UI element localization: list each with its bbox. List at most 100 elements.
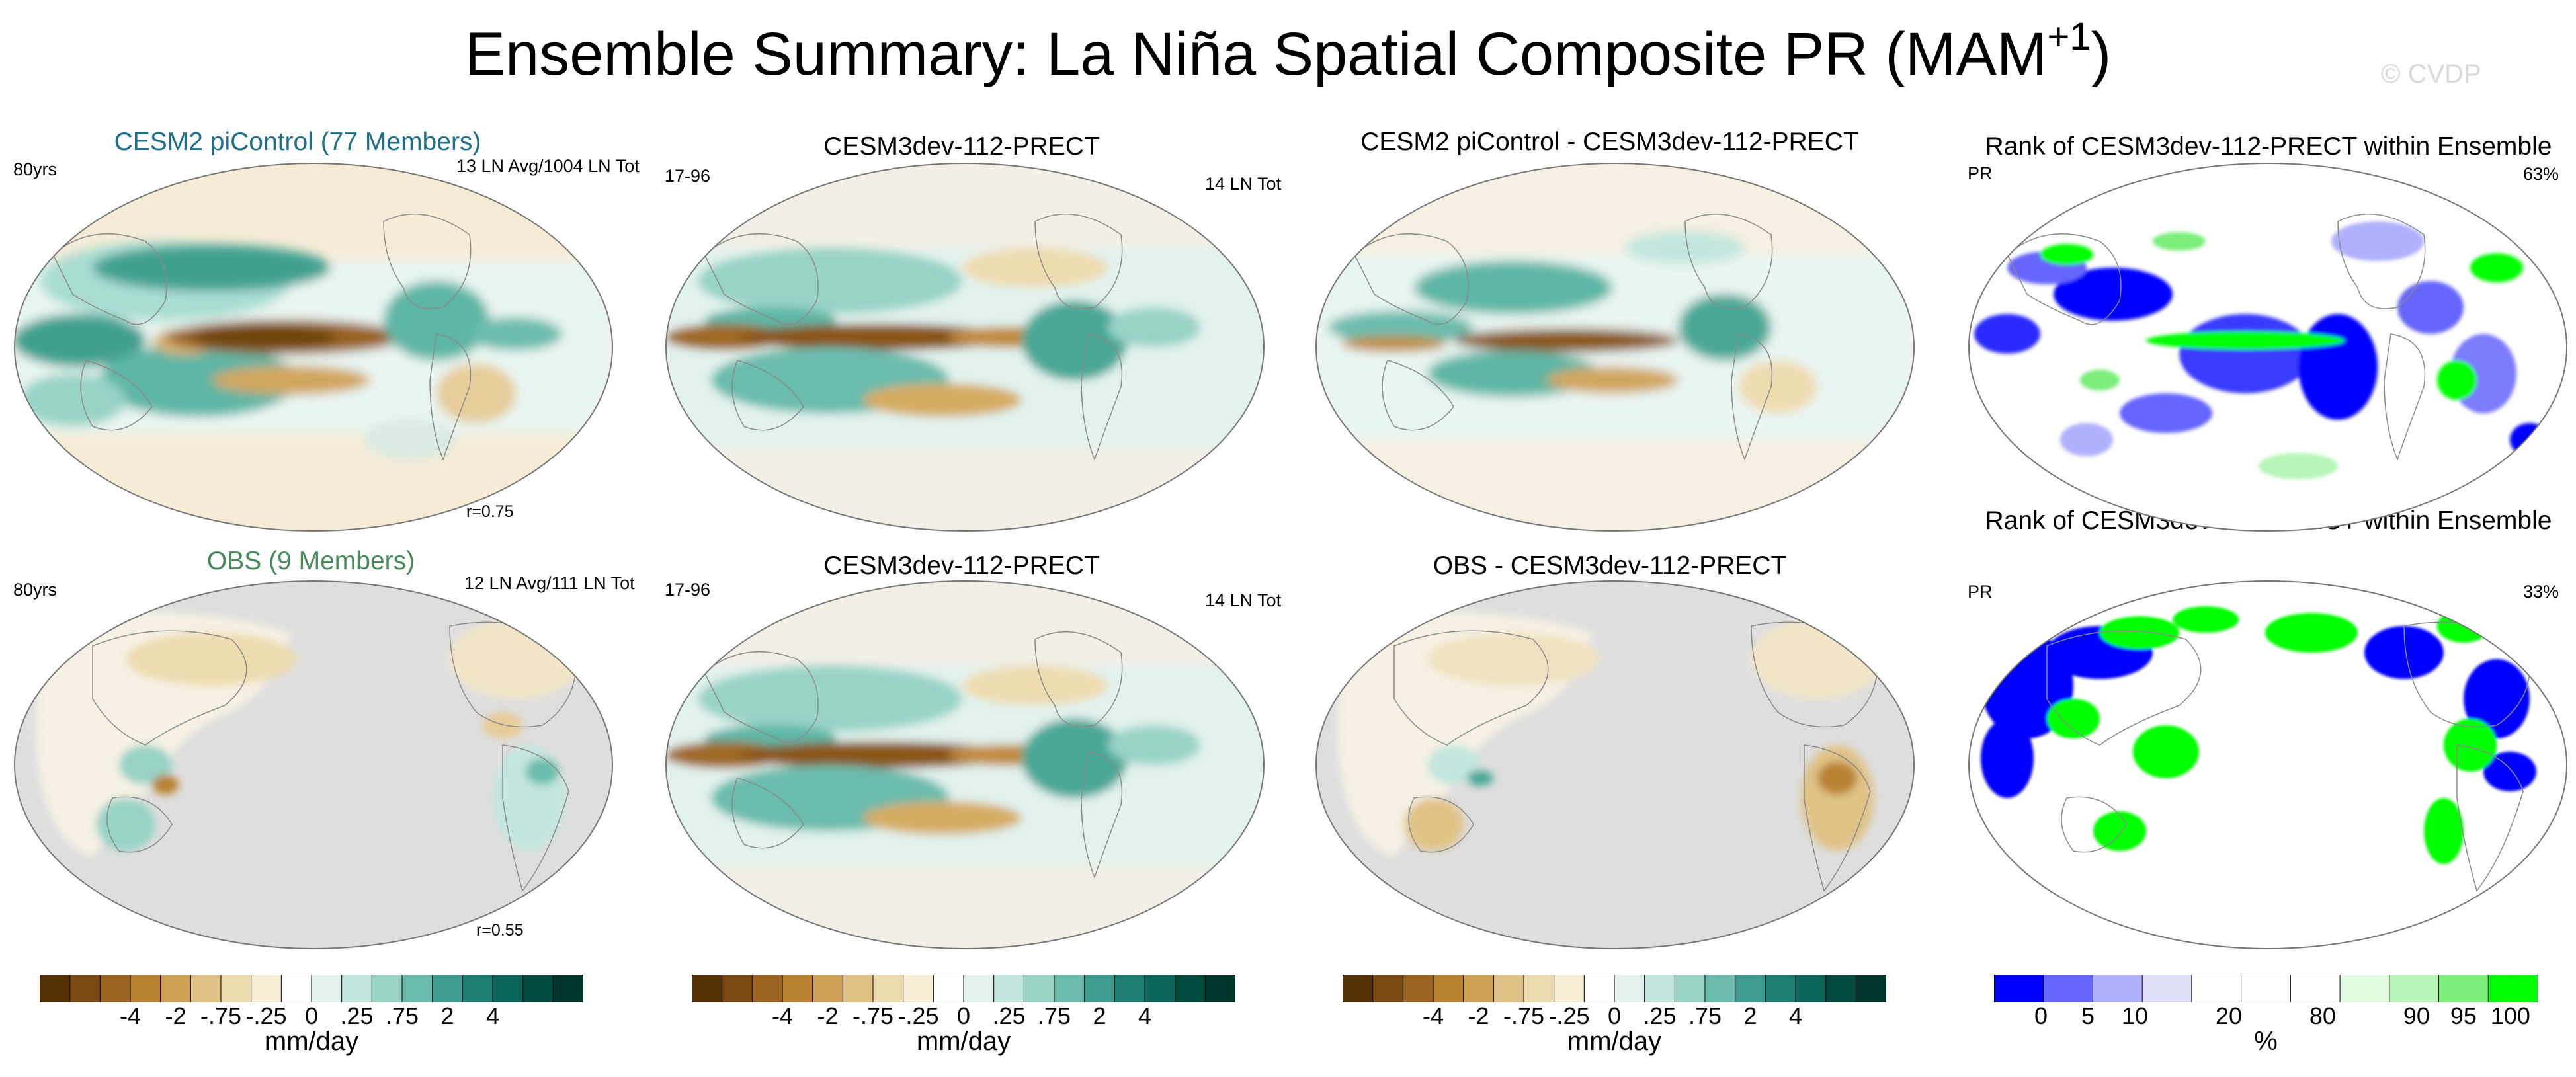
colorbar-1-swatch: [462, 975, 494, 1002]
panel-4-title: Rank of CESM3dev-112-PRECT within Ensemb…: [1985, 132, 2552, 161]
colorbar-1-swatch: [401, 975, 433, 1002]
colorbar-1-tick-label: .75: [385, 1002, 419, 1029]
panel-8-percent: 33%: [2523, 582, 2559, 602]
colorbar-2-unit: mm/day: [916, 1027, 1011, 1056]
colorbar-1-tick-label: 0: [304, 1002, 319, 1029]
colorbar-3: [1343, 975, 1886, 1002]
colorbar-1-swatch: [492, 975, 524, 1002]
panel-1-count: 13 LN Avg/1004 LN Tot: [456, 156, 640, 176]
colorbar-2-swatch: [1204, 975, 1235, 1002]
colorbar-rank-tick-label: 90: [2403, 1002, 2430, 1029]
colorbar-rank-swatch: [2043, 975, 2094, 1002]
colorbar-2-tick-label: -2: [817, 1002, 839, 1029]
colorbar-2-swatch: [782, 975, 813, 1002]
colorbar-3-ticks: -4 -2 -.75 -.25 0 .25 .75 2 4: [1343, 1002, 1886, 1031]
colorbar-3-swatch: [1343, 975, 1374, 1002]
panel-7-map: [1315, 580, 1915, 949]
colorbar-rank-swatch: [2092, 975, 2143, 1002]
colorbar-rank-swatch: [2389, 975, 2440, 1002]
colorbar-2-swatch: [842, 975, 874, 1002]
colorbar-2-swatch: [993, 975, 1025, 1002]
panel-2-map: [665, 163, 1265, 532]
colorbar-3-swatch: [1855, 975, 1886, 1002]
colorbar-1-swatch: [280, 975, 312, 1002]
colorbar-3-swatch: [1765, 975, 1797, 1002]
colorbar-3-swatch: [1583, 975, 1615, 1002]
colorbar-2-ticks: -4 -2 -.75 -.25 0 .25 .75 2 4: [692, 1002, 1235, 1031]
colorbar-1-tick-label: -4: [119, 1002, 142, 1029]
colorbar-rank-tick-label: 10: [2121, 1002, 2148, 1029]
colorbar-rank-swatch: [2290, 975, 2341, 1002]
colorbar-2-swatch: [1114, 975, 1146, 1002]
colorbar-rank-swatch: [1994, 975, 2044, 1002]
colorbar-3-tick-label: 4: [1788, 1002, 1803, 1029]
colorbar-rank-swatch: [2241, 975, 2292, 1002]
colorbar-1-tick-label: .25: [340, 1002, 374, 1029]
colorbar-rank-swatch: [2191, 975, 2242, 1002]
colorbar-2-swatch: [933, 975, 964, 1002]
colorbar-1-swatch: [552, 975, 583, 1002]
colorbar-2-swatch: [872, 975, 904, 1002]
panel-2-title: CESM3dev-112-PRECT: [823, 132, 1100, 161]
colorbar-rank-swatch: [2141, 975, 2192, 1002]
panel-6-map: [665, 580, 1265, 949]
colorbar-2-swatch: [1084, 975, 1116, 1002]
colorbar-2-swatch: [812, 975, 844, 1002]
colorbar-1-tick-label: -2: [165, 1002, 187, 1029]
colorbar-3-swatch: [1523, 975, 1555, 1002]
colorbar-1-swatch: [371, 975, 403, 1002]
colorbar-rank-ticks: 0 5 10 20 80 90 95 100: [1994, 1002, 2538, 1031]
colorbar-1-swatch: [341, 975, 373, 1002]
colorbar-2-swatch: [903, 975, 935, 1002]
colorbar-3-swatch: [1433, 975, 1464, 1002]
colorbar-rank-swatch: [2438, 975, 2489, 1002]
colorbar-rank-tick-label: 80: [2309, 1002, 2336, 1029]
colorbar-rank-tick-label: 20: [2215, 1002, 2242, 1029]
colorbar-1-swatch: [160, 975, 192, 1002]
panel-1-title: CESM2 piControl (77 Members): [114, 128, 481, 156]
colorbar-3-swatch: [1644, 975, 1676, 1002]
colorbar-2-tick-label: 2: [1093, 1002, 1106, 1029]
colorbar-3-swatch: [1825, 975, 1857, 1002]
panel-5-count: 12 LN Avg/111 LN Tot: [464, 573, 635, 593]
colorbar-2-swatch: [1175, 975, 1206, 1002]
panel-8-map: [1968, 580, 2567, 949]
colorbar-rank-swatch: [2487, 975, 2538, 1002]
colorbar-3-swatch: [1554, 975, 1585, 1002]
colorbar-3-swatch: [1614, 975, 1645, 1002]
colorbar-3-tick-label: 2: [1743, 1002, 1757, 1029]
panel-3-title: CESM2 piControl - CESM3dev-112-PRECT: [1360, 128, 1859, 156]
colorbar-1-swatch: [69, 975, 101, 1002]
panel-2-years: 17-96: [665, 166, 711, 186]
colorbar-3-tick-label: .25: [1643, 1002, 1677, 1029]
colorbar-3-tick-label: -.75: [1503, 1002, 1545, 1029]
colorbar-1-unit: mm/day: [264, 1027, 359, 1056]
panel-2-count: 14 LN Tot: [1205, 174, 1282, 194]
colorbar-1-swatch: [130, 975, 161, 1002]
colorbar-2-tick-label: .25: [992, 1002, 1026, 1029]
colorbar-3-swatch: [1795, 975, 1827, 1002]
panel-5-correlation: r=0.55: [476, 921, 524, 939]
panel-6-years: 17-96: [665, 580, 711, 600]
colorbar-1-tick-label: -.75: [200, 1002, 242, 1029]
panel-6-count: 14 LN Tot: [1205, 590, 1282, 610]
panel-4-variable: PR: [1968, 163, 1993, 183]
colorbar-2-swatch: [1054, 975, 1085, 1002]
colorbar-1-ticks: -4 -2 -.75 -.25 0 .25 .75 2 4: [40, 1002, 583, 1031]
colorbar-3-swatch: [1493, 975, 1524, 1002]
colorbar-3-tick-label: .75: [1688, 1002, 1722, 1029]
colorbar-2-swatch: [963, 975, 995, 1002]
colorbar-2-tick-label: -4: [771, 1002, 794, 1029]
colorbar-1: [40, 975, 583, 1002]
panel-5-title: OBS (9 Members): [206, 547, 415, 575]
colorbar-2-tick-label: .75: [1037, 1002, 1071, 1029]
colorbar-2-swatch: [722, 975, 753, 1002]
panel-3-map: [1315, 163, 1915, 532]
panel-5-years: 80yrs: [13, 580, 58, 600]
panel-4-map: [1968, 163, 2567, 532]
colorbar-3-swatch: [1735, 975, 1766, 1002]
colorbar-3-tick-label: -4: [1422, 1002, 1444, 1029]
panel-5-map: [14, 580, 613, 949]
colorbar-rank-swatch: [2339, 975, 2390, 1002]
panel-1-map: [14, 163, 613, 532]
